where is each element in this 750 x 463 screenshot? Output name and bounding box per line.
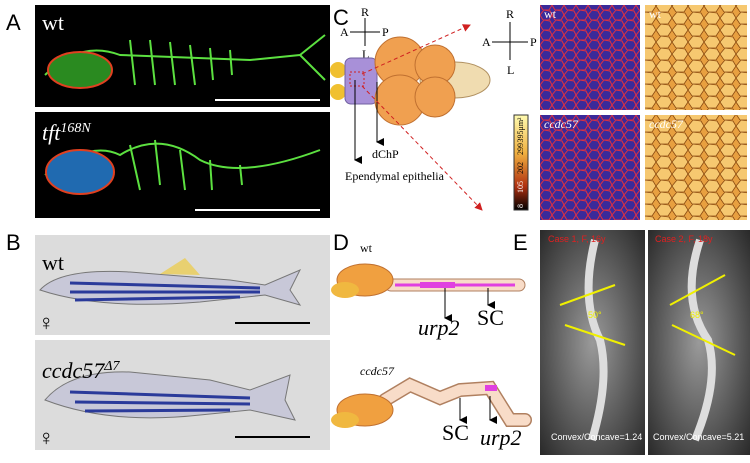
label: SC	[477, 305, 504, 330]
tile-label: wt	[649, 7, 662, 21]
panel-letter: C	[333, 5, 349, 30]
label: wt	[360, 241, 373, 255]
tile	[645, 5, 747, 110]
compass-r: R	[361, 5, 369, 19]
colorbar-label: 8	[516, 204, 525, 208]
colorbar-label: 299	[516, 143, 525, 155]
zoom-arrow	[361, 85, 483, 211]
tile-label: ccdc57	[544, 117, 579, 131]
compass-p: P	[382, 25, 389, 39]
cobb-line	[671, 324, 736, 356]
label: dChP	[372, 147, 399, 161]
panel-letter: B	[6, 230, 21, 255]
compass	[350, 18, 380, 46]
case-label: Case 2, F, 18y	[655, 234, 713, 244]
compass-r: R	[506, 7, 514, 21]
larva	[331, 377, 532, 428]
sex-symbol: ♀	[38, 310, 55, 335]
label: ccdc57Δ7	[42, 358, 121, 383]
panel-letter: D	[333, 230, 349, 255]
panel-letter: A	[6, 10, 21, 35]
label: SC	[442, 420, 469, 445]
skeleton	[44, 34, 326, 89]
tile	[645, 115, 747, 220]
case-label: Case 1, F, 16y	[548, 234, 606, 244]
skeleton	[44, 139, 321, 195]
compass	[492, 22, 528, 60]
compass-a: A	[482, 35, 491, 49]
label: wt	[42, 10, 64, 35]
compass-l: L	[507, 63, 514, 77]
spine	[687, 238, 716, 442]
brain	[330, 36, 491, 126]
tile	[540, 115, 640, 220]
fish	[39, 258, 302, 306]
ratio-label: Convex/Concave=5.21	[653, 432, 744, 442]
panel-letter: E	[513, 230, 528, 255]
label: wt	[42, 250, 64, 275]
colorbar-label: 202	[516, 162, 525, 174]
cobb-line	[559, 284, 616, 306]
compass-p: P	[530, 35, 537, 49]
label-base: ccdc57	[42, 358, 105, 383]
tile	[540, 5, 640, 110]
colorbar-label: 105	[516, 181, 525, 193]
cobb-line	[669, 274, 726, 306]
tile-label: wt	[544, 7, 557, 21]
larva	[331, 263, 526, 298]
tile-label: ccdc57	[649, 117, 684, 131]
label-sup: Δ7	[103, 359, 120, 374]
label-sup: 168N	[60, 121, 91, 136]
sex-symbol: ♀	[38, 425, 55, 450]
label: urp2	[480, 425, 522, 450]
label: ccdc57	[360, 364, 395, 378]
spine	[584, 239, 608, 442]
label-base: tft	[42, 120, 61, 145]
fish	[44, 371, 296, 421]
compass-l: L	[362, 47, 369, 61]
zoom-arrow	[361, 24, 471, 75]
ratio-label: Convex/Concave=1.24	[551, 432, 642, 442]
colorbar-label: 395μm²	[516, 117, 525, 143]
cobb-line	[564, 324, 626, 346]
label: urp2	[418, 315, 460, 340]
label: tft168N	[42, 120, 91, 145]
xray	[648, 230, 750, 455]
angle-label: 50°	[588, 310, 602, 320]
label: Ependymal epithelia	[345, 169, 445, 183]
colorbar	[513, 114, 529, 211]
compass-a: A	[340, 25, 349, 39]
angle-label: 68°	[690, 310, 704, 320]
